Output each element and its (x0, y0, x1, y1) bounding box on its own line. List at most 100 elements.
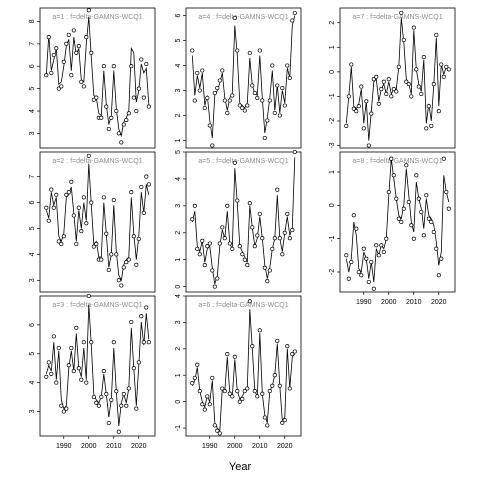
observed-point (139, 314, 144, 319)
observed-point (84, 221, 89, 226)
observed-point (277, 383, 282, 388)
observed-point (109, 397, 114, 402)
panel-title: a=4 : f=delta-GAMNS-WCQ1 (198, 14, 288, 21)
x-tick-label: 2020 (431, 299, 447, 306)
observed-point (101, 64, 106, 69)
y-tick-label: 3 (175, 204, 182, 208)
observed-point (287, 236, 292, 241)
observed-point (51, 334, 56, 339)
y-tick-label: 4 (29, 381, 36, 385)
observed-point (444, 64, 449, 69)
y-tick-label: -1 (329, 93, 336, 99)
observed-point (205, 244, 210, 249)
observed-point (200, 68, 205, 73)
panel-2: a=2 : f=delta-GAMNS-WCQ1 3 4 5 6 7 (29, 151, 156, 293)
y-tick-label: -1 (175, 425, 182, 431)
y-tick-label: -2 (329, 269, 336, 275)
observed-point (391, 173, 396, 178)
fitted-line (345, 158, 450, 283)
observed-point (225, 352, 230, 357)
observed-point (280, 420, 285, 425)
observed-point (119, 140, 124, 145)
observed-point (220, 225, 225, 230)
fitted-line (45, 304, 150, 426)
y-tick-label: 6 (29, 201, 36, 205)
observed-point (262, 265, 267, 270)
observed-point (292, 10, 297, 16)
observed-point (200, 238, 205, 243)
observed-point (126, 386, 131, 391)
panel-title: a=2 : f=delta-GAMNS-WCQ1 (52, 158, 142, 165)
observed-point (429, 123, 434, 128)
observed-point (104, 392, 109, 397)
observed-point (56, 345, 61, 351)
observed-point (56, 86, 61, 91)
panel-title: a=6 : f=delta-GAMNS-WCQ1 (198, 302, 288, 309)
observed-point (54, 192, 59, 197)
observed-point (134, 262, 139, 267)
observed-point (242, 108, 247, 113)
y-tick-label: 6 (29, 323, 36, 327)
observed-point (270, 246, 275, 251)
observed-point (215, 276, 220, 281)
observed-point (369, 111, 374, 116)
observed-point (96, 403, 101, 408)
observed-point (240, 252, 245, 257)
observed-point (44, 73, 49, 78)
observed-point (282, 230, 287, 235)
observed-point (116, 429, 121, 434)
observed-point (252, 90, 257, 96)
observed-point (260, 236, 265, 241)
x-tick-label: 2010 (106, 443, 122, 450)
observed-point (195, 246, 200, 251)
observed-point (89, 200, 94, 205)
observed-point (280, 252, 285, 257)
y-tick-label: 1 (329, 45, 336, 49)
observed-point (406, 82, 411, 87)
y-tick-label: 6 (29, 64, 36, 68)
observed-point (409, 94, 414, 99)
observed-point (366, 143, 371, 148)
panel-frame (39, 7, 156, 149)
observed-point (111, 197, 116, 203)
observed-point (436, 109, 441, 114)
observed-point (99, 115, 104, 120)
y-tick-label: -2 (329, 118, 336, 124)
observed-point (275, 187, 280, 192)
observed-point (424, 193, 429, 198)
observed-point (391, 87, 396, 92)
observed-point (376, 253, 381, 258)
observed-point (414, 67, 419, 72)
observed-point (74, 325, 79, 330)
observed-point (270, 383, 275, 388)
observed-point (69, 73, 74, 78)
observed-point (205, 394, 210, 399)
y-tick-label: 2 (175, 347, 182, 351)
observed-point (144, 174, 149, 179)
x-tick-label: 1990 (202, 443, 218, 450)
observed-point (411, 236, 416, 241)
observed-point (439, 62, 444, 67)
observed-point (257, 328, 262, 333)
observed-point (131, 366, 136, 371)
observed-point (71, 213, 76, 218)
observed-point (121, 122, 126, 127)
observed-point (255, 95, 260, 101)
observed-point (66, 363, 71, 368)
observed-point (131, 234, 136, 239)
observed-point (232, 160, 237, 165)
observed-point (404, 79, 409, 84)
observed-point (262, 415, 267, 420)
y-tick-label: 4 (175, 63, 182, 67)
observed-point (354, 109, 359, 114)
y-tick-label: 3 (175, 88, 182, 92)
observed-point (431, 229, 436, 235)
observed-point (414, 173, 419, 178)
fitted-line (191, 309, 296, 432)
observed-point (287, 386, 292, 391)
observed-point (220, 386, 225, 391)
x-tick-label: 2000 (81, 443, 97, 450)
observed-point (49, 187, 54, 192)
observed-point (91, 97, 96, 102)
observed-point (262, 135, 267, 141)
